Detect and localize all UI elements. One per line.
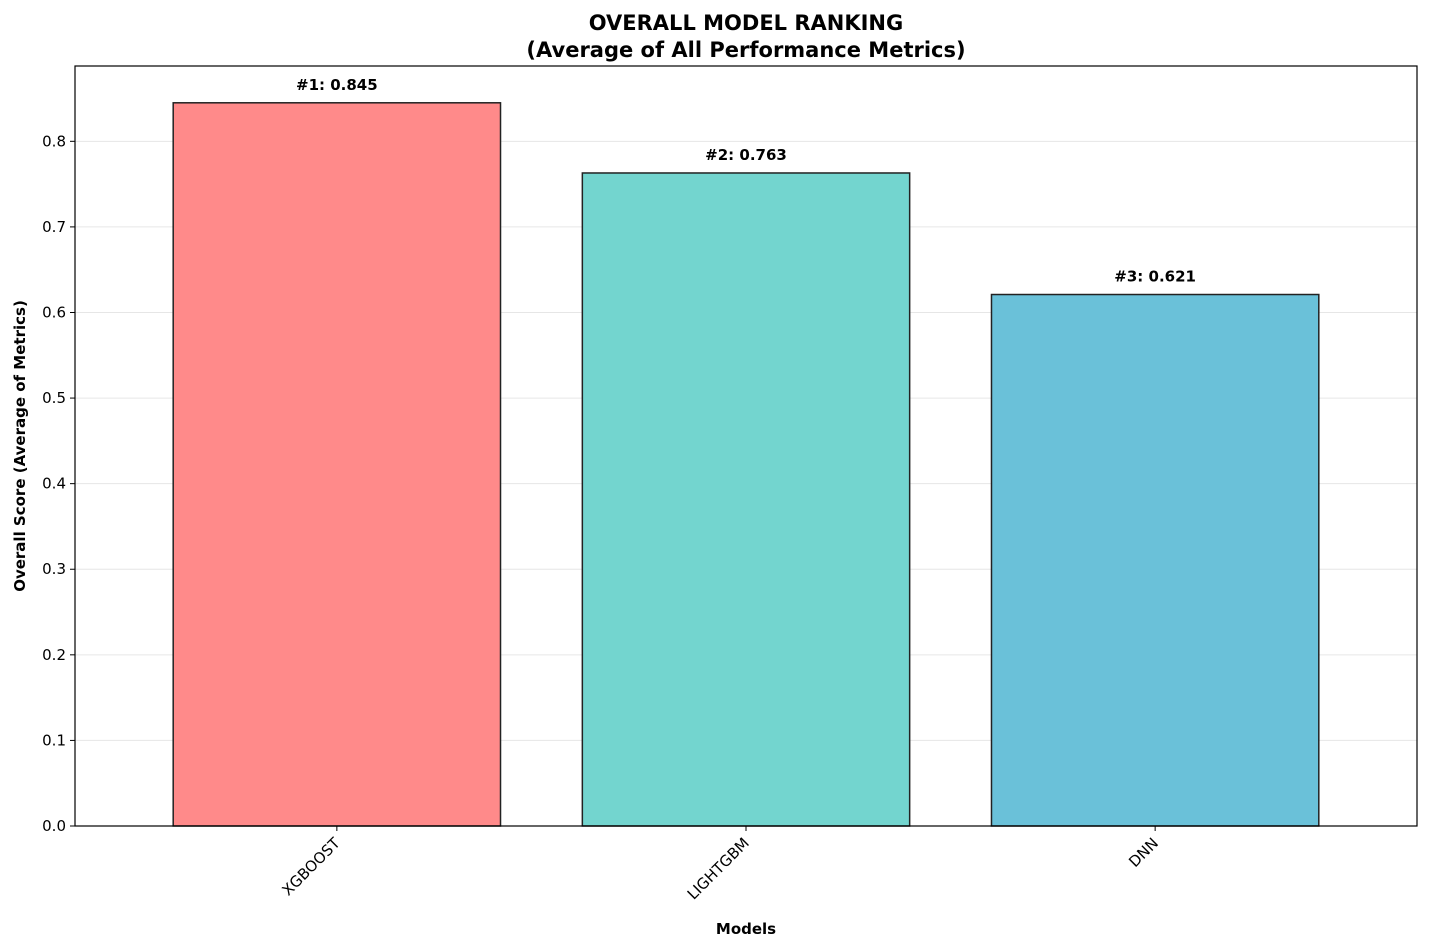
y-tick-label: 0.8 [42, 132, 66, 150]
x-axis-label: Models [716, 920, 776, 938]
y-tick-label: 0.2 [42, 646, 66, 664]
y-axis-label: Overall Score (Average of Metrics) [11, 300, 29, 592]
data-label: #1: 0.845 [296, 76, 378, 94]
y-tick-label: 0.5 [42, 389, 66, 407]
y-tick-label: 0.0 [42, 817, 66, 835]
bar-layer [172, 102, 1320, 827]
data-label: #2: 0.763 [705, 146, 787, 164]
x-tick-label: LIGHTGBM [684, 834, 753, 903]
bar-dnn [990, 293, 1320, 827]
y-tick-label: 0.4 [42, 475, 66, 493]
y-tick-label: 0.1 [42, 731, 66, 749]
x-tick-label: XGBOOST [278, 834, 344, 900]
y-tick-label: 0.3 [42, 560, 66, 578]
chart-title: OVERALL MODEL RANKING [589, 11, 904, 35]
data-label-layer: #1: 0.845 #2: 0.763 #3: 0.621 [296, 76, 1196, 286]
data-label: #3: 0.621 [1114, 268, 1196, 286]
y-tick-label: 0.7 [42, 218, 66, 236]
bar-lightgbm [581, 172, 911, 827]
bar-xgboost [172, 102, 502, 827]
y-tick-label: 0.6 [42, 303, 66, 321]
x-tick-label: DNN [1125, 834, 1162, 871]
y-axis-ticks: 0.0 0.1 0.2 0.3 0.4 0.5 0.6 0.7 0.8 [42, 132, 75, 835]
chart-subtitle: (Average of All Performance Metrics) [526, 38, 965, 62]
x-axis-ticks: XGBOOST LIGHTGBM DNN [278, 826, 1162, 903]
